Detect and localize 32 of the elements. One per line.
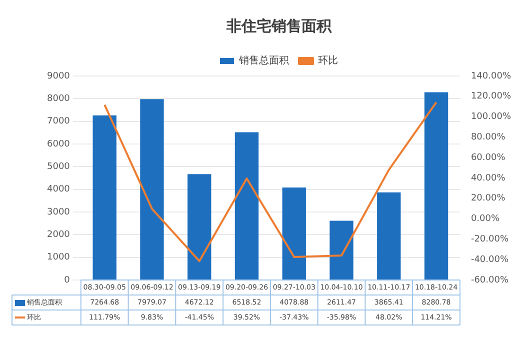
bar [92, 115, 116, 280]
y2-tick-label: 140.00% [470, 71, 512, 82]
legend-label: 环比 [318, 54, 338, 67]
y-tick-label: 2000 [47, 230, 70, 240]
y-tick-label: 5000 [47, 162, 70, 172]
y-tick-label: 8000 [47, 94, 70, 104]
bar [140, 99, 164, 280]
y-tick-label: 9000 [47, 71, 70, 82]
y-tick-label: 1000 [47, 252, 70, 263]
y2-tick-label: 60.00% [470, 152, 506, 163]
bar [424, 92, 448, 280]
y2-tick-label: 40.00% [470, 173, 506, 184]
y2-tick-label: -60.00% [470, 275, 509, 286]
chart-title: 非住宅销售面积 [226, 16, 332, 35]
bar [330, 220, 354, 280]
y-tick-label: 7000 [47, 116, 70, 127]
bar [188, 174, 212, 280]
y2-tick-label: -40.00% [470, 254, 509, 265]
y2-tick-label: 0.00% [470, 214, 500, 224]
y-tick-label: 6000 [47, 139, 70, 150]
bar [282, 188, 306, 280]
y2-tick-label: 80.00% [470, 132, 506, 143]
y2-tick-label: 120.00% [470, 92, 512, 102]
y-tick-label: 0 [64, 275, 70, 286]
y2-tick-label: -20.00% [470, 234, 509, 245]
y-tick-label: 3000 [47, 207, 70, 218]
bar [234, 132, 259, 280]
bar [377, 192, 401, 280]
y2-tick-label: 20.00% [470, 194, 506, 204]
y2-tick-label: 100.00% [470, 112, 512, 122]
legend-label: 销售总面积 [238, 54, 289, 67]
y-tick-label: 4000 [47, 184, 70, 195]
